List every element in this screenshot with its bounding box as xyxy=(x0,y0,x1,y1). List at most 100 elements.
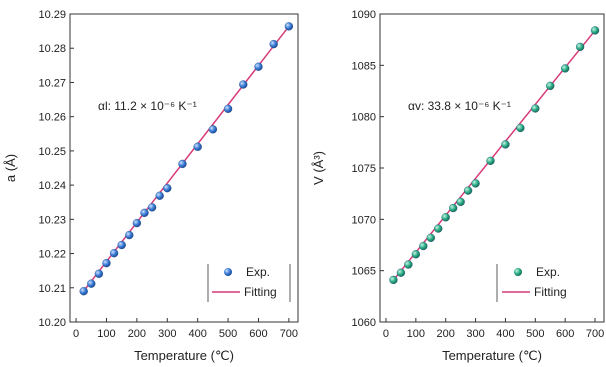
legend-label-fitting: Fitting xyxy=(244,285,277,299)
fitting-line-layer xyxy=(81,25,290,294)
data-point xyxy=(269,39,278,49)
data-point xyxy=(501,140,510,149)
x-axis-title: Temperature (℃) xyxy=(134,348,234,363)
data-point xyxy=(94,269,104,278)
data-point xyxy=(449,203,458,213)
y-tick-label: 1070 xyxy=(352,214,376,226)
legend: Exp. Fitting xyxy=(496,264,567,302)
data-point xyxy=(389,275,398,285)
data-point xyxy=(109,249,119,258)
x-tick-label: 100 xyxy=(407,328,425,340)
data-point xyxy=(411,250,420,259)
data-point xyxy=(404,260,413,269)
y-tick-label: 10.29 xyxy=(38,9,66,21)
y-tick-label: 10.24 xyxy=(38,180,66,192)
data-point xyxy=(193,142,202,151)
legend-label-exp: Exp. xyxy=(246,265,270,279)
x-tick-label: 400 xyxy=(496,328,514,340)
x-tick-label: 200 xyxy=(128,328,146,340)
data-point xyxy=(208,125,218,134)
data-point xyxy=(441,213,450,222)
data-point xyxy=(396,268,406,277)
x-tick-label: 300 xyxy=(158,328,176,340)
data-point xyxy=(561,64,570,73)
x-tick-label: 400 xyxy=(189,328,207,340)
y-tick-label: 10.25 xyxy=(38,146,66,158)
expansion-coefficient-annotation: αv: 33.8 × 10⁻⁶ K⁻¹ xyxy=(408,99,511,113)
x-tick-label: 700 xyxy=(280,328,298,340)
x-tick-label: 500 xyxy=(526,328,544,340)
x-tick-label: 500 xyxy=(219,328,237,340)
data-points-layer xyxy=(389,26,600,285)
y-tick-label: 1075 xyxy=(352,163,376,175)
data-points-layer xyxy=(79,22,294,296)
data-point xyxy=(471,179,480,188)
y-axis: 10.20 10.21 10.22 10.23 10.24 10.25 10.26 10.27… xyxy=(38,9,74,329)
expansion-coefficient-annotation: αl: 11.2 × 10⁻⁶ K⁻¹ xyxy=(98,99,197,113)
data-point xyxy=(102,258,111,268)
data-point xyxy=(147,203,157,212)
data-point xyxy=(87,279,96,288)
data-point xyxy=(463,186,473,195)
data-point xyxy=(486,156,495,165)
x-axis: 0 100 200 300 400 500 600 700 xyxy=(73,318,298,340)
y-tick-label: 10.26 xyxy=(38,112,66,124)
x-axis-title: Temperature (℃) xyxy=(442,348,542,363)
x-tick-label: 300 xyxy=(466,328,484,340)
y-tick-label: 10.23 xyxy=(38,214,66,226)
data-point xyxy=(254,62,263,71)
y-tick-label: 1090 xyxy=(352,9,376,21)
data-point xyxy=(223,104,233,113)
data-point xyxy=(239,80,248,89)
y-axis-title: a (Å) xyxy=(3,154,18,182)
fitting-line xyxy=(391,29,596,283)
data-point xyxy=(434,224,443,233)
y-tick-label: 1060 xyxy=(352,317,376,329)
data-point xyxy=(155,191,164,200)
y-tick-label: 10.22 xyxy=(38,249,66,261)
y-tick-label: 10.21 xyxy=(38,283,66,295)
data-point xyxy=(284,22,294,31)
legend-label-fitting: Fitting xyxy=(534,285,567,299)
data-point xyxy=(178,159,187,169)
y-tick-label: 1065 xyxy=(352,266,376,278)
y-tick-label: 1080 xyxy=(352,112,376,124)
legend-label-exp: Exp. xyxy=(536,265,560,279)
fitting-line xyxy=(81,25,290,294)
x-tick-label: 600 xyxy=(556,328,574,340)
data-point xyxy=(117,240,126,250)
data-point xyxy=(590,26,600,35)
data-point xyxy=(516,123,525,133)
data-point xyxy=(132,218,142,228)
data-point xyxy=(419,241,428,251)
data-point xyxy=(575,42,585,52)
legend-marker-exp xyxy=(224,268,232,276)
data-point xyxy=(79,287,88,296)
y-axis-title: V (Å³) xyxy=(311,151,326,185)
y-axis: 1060 1065 1070 1075 1080 1085 1090 xyxy=(352,9,384,329)
y-tick-label: 10.27 xyxy=(38,77,66,89)
data-point xyxy=(125,230,134,240)
x-tick-label: 200 xyxy=(437,328,455,340)
y-tick-label: 10.20 xyxy=(38,317,66,329)
data-point xyxy=(140,208,149,217)
data-point xyxy=(426,233,435,242)
legend-marker-exp xyxy=(514,268,522,276)
x-axis: 0 100 200 300 400 500 600 700 xyxy=(383,318,604,340)
data-point xyxy=(546,81,555,91)
chart-panel-lattice: 10.20 10.21 10.22 10.23 10.24 10.25 10.26 10.27… xyxy=(3,9,299,363)
y-tick-label: 1085 xyxy=(352,60,376,72)
chart-panel-volume: 1060 1065 1070 1075 1080 1085 1090 0 100 200 300 4… xyxy=(311,9,605,363)
data-point xyxy=(456,197,465,207)
x-tick-label: 100 xyxy=(97,328,115,340)
fitting-line-layer xyxy=(391,29,596,283)
x-tick-label: 0 xyxy=(73,328,79,340)
data-point xyxy=(163,184,172,193)
legend: Exp. Fitting xyxy=(207,264,291,302)
data-point xyxy=(531,104,540,113)
x-tick-label: 600 xyxy=(249,328,267,340)
y-tick-label: 10.28 xyxy=(38,43,66,55)
plot-frame xyxy=(69,13,299,323)
x-tick-label: 700 xyxy=(586,328,604,340)
